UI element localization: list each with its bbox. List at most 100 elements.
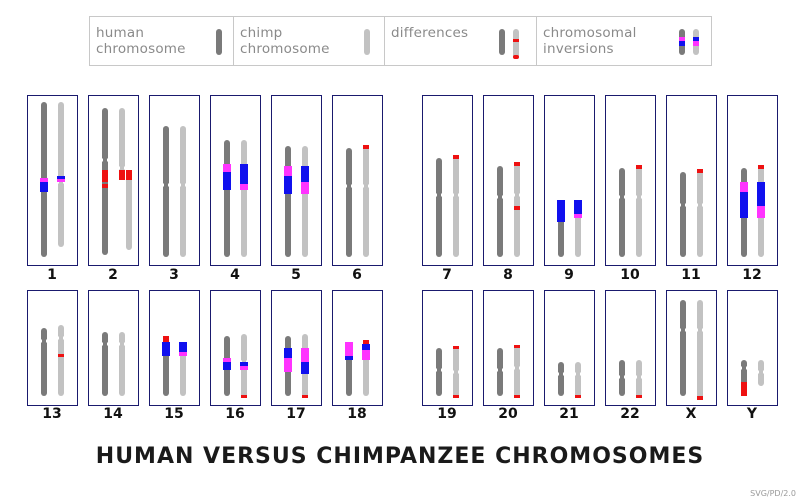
- legend-chimp-label: chimp chromosome: [240, 25, 330, 57]
- chimp-chromosome: [241, 140, 247, 257]
- chromosome-label-9: 9: [564, 267, 574, 283]
- difference-mark: [758, 165, 764, 169]
- inversion-mark: [240, 366, 248, 370]
- chimp-chromosome: [453, 155, 459, 257]
- chromosome-panel-10: [605, 95, 656, 266]
- difference-mark: [741, 382, 747, 396]
- inversion-mark: [57, 176, 65, 179]
- centromere-mark: [368, 184, 370, 188]
- centromere-mark: [513, 193, 515, 197]
- centromere-mark: [702, 328, 704, 332]
- chromosome-label-1: 1: [47, 267, 57, 283]
- human-chromosome: [558, 362, 564, 396]
- human-chromosome: [163, 126, 169, 257]
- chromosome-panel-y: [727, 290, 778, 406]
- chromosome-label-10: 10: [620, 267, 640, 283]
- inversion-mark: [223, 362, 231, 370]
- inversion-mark: [557, 200, 565, 222]
- legend-chimp: chimp chromosome: [234, 17, 385, 65]
- chromosome-label-y: Y: [746, 406, 758, 422]
- centromere-mark: [574, 372, 576, 376]
- difference-mark: [126, 170, 132, 180]
- centromere-mark: [618, 375, 620, 379]
- chromosome-label-18: 18: [347, 406, 367, 422]
- centromere-mark: [580, 372, 582, 376]
- human-chromosome: [41, 328, 47, 396]
- chromosome-panel-x: [666, 290, 717, 406]
- human-chromosome: [436, 158, 442, 257]
- difference-mark: [453, 346, 459, 349]
- centromere-mark: [101, 342, 103, 346]
- inversion-mark: [223, 164, 231, 172]
- chromosome-frame: [332, 95, 383, 266]
- centromere-mark: [107, 158, 109, 162]
- centromere-mark: [557, 372, 559, 376]
- chromosome-frame: [27, 95, 78, 266]
- chromosome-panel-17: [271, 290, 322, 406]
- chromosome-label-14: 14: [103, 406, 123, 422]
- chromosome-frame: [727, 95, 778, 266]
- chromosome-panel-22: [605, 290, 656, 406]
- chromosome-label-8: 8: [503, 267, 513, 283]
- chromosome-panel-13: [27, 290, 78, 406]
- human-chromosome: [224, 140, 230, 257]
- difference-mark: [636, 165, 642, 169]
- difference-mark: [58, 354, 64, 357]
- centromere-mark: [563, 372, 565, 376]
- human-chromosome: [619, 168, 625, 257]
- legend-human-label: human chromosome: [96, 25, 186, 57]
- human-chromosome: [680, 300, 686, 396]
- centromere-mark: [345, 184, 347, 188]
- centromere-mark: [458, 370, 460, 374]
- inversion-mark: [179, 342, 187, 352]
- legend-differences: differences: [385, 17, 537, 65]
- centromere-mark: [702, 203, 704, 207]
- inversion-mark: [301, 166, 309, 182]
- chromosome-frame: [27, 290, 78, 406]
- inversion-mark: [301, 182, 309, 194]
- centromere-mark: [118, 166, 120, 170]
- chromosome-label-21: 21: [559, 406, 579, 422]
- inversion-mark: [284, 176, 292, 194]
- chromosome-frame: [332, 290, 383, 406]
- chromosome-panel-8: [483, 95, 534, 266]
- inversion-mark: [240, 362, 248, 366]
- chromosome-label-13: 13: [42, 406, 62, 422]
- centromere-mark: [696, 203, 698, 207]
- inversion-mark: [345, 342, 353, 356]
- chimp-chromosome: [575, 362, 581, 398]
- chromosome-panel-12: [727, 95, 778, 266]
- chimp-chromosome: [697, 300, 703, 400]
- difference-mark: [453, 155, 459, 159]
- chromosome-panel-20: [483, 290, 534, 406]
- chromosome-label-11: 11: [681, 267, 701, 283]
- difference-mark: [119, 170, 125, 180]
- centromere-mark: [641, 195, 643, 199]
- chromosome-label-3: 3: [169, 267, 179, 283]
- inversion-mark: [301, 348, 309, 362]
- centromere-mark: [685, 328, 687, 332]
- chromosome-panel-9: [544, 95, 595, 266]
- centromere-mark: [441, 368, 443, 372]
- chromosome-label-2: 2: [108, 267, 118, 283]
- inversion-mark: [284, 166, 292, 176]
- inversion-mark: [362, 344, 370, 350]
- centromere-mark: [40, 339, 42, 343]
- chromosome-frame: [605, 95, 656, 266]
- chromosome-frame: [666, 290, 717, 406]
- centromere-mark: [162, 183, 164, 187]
- chromosome-frame: [483, 290, 534, 406]
- inversion-mark: [57, 179, 65, 182]
- centromere-mark: [107, 342, 109, 346]
- human-chromosome-icon: [216, 29, 222, 55]
- centromere-mark: [679, 328, 681, 332]
- difference-mark: [363, 340, 369, 344]
- centromere-mark: [519, 366, 521, 370]
- centromere-mark: [185, 183, 187, 187]
- chromosome-label-x: X: [685, 406, 697, 422]
- difference-mark: [514, 162, 520, 166]
- centromere-mark: [502, 195, 504, 199]
- centromere-mark: [685, 203, 687, 207]
- chromosome-label-15: 15: [164, 406, 184, 422]
- inversion-mark: [574, 214, 582, 218]
